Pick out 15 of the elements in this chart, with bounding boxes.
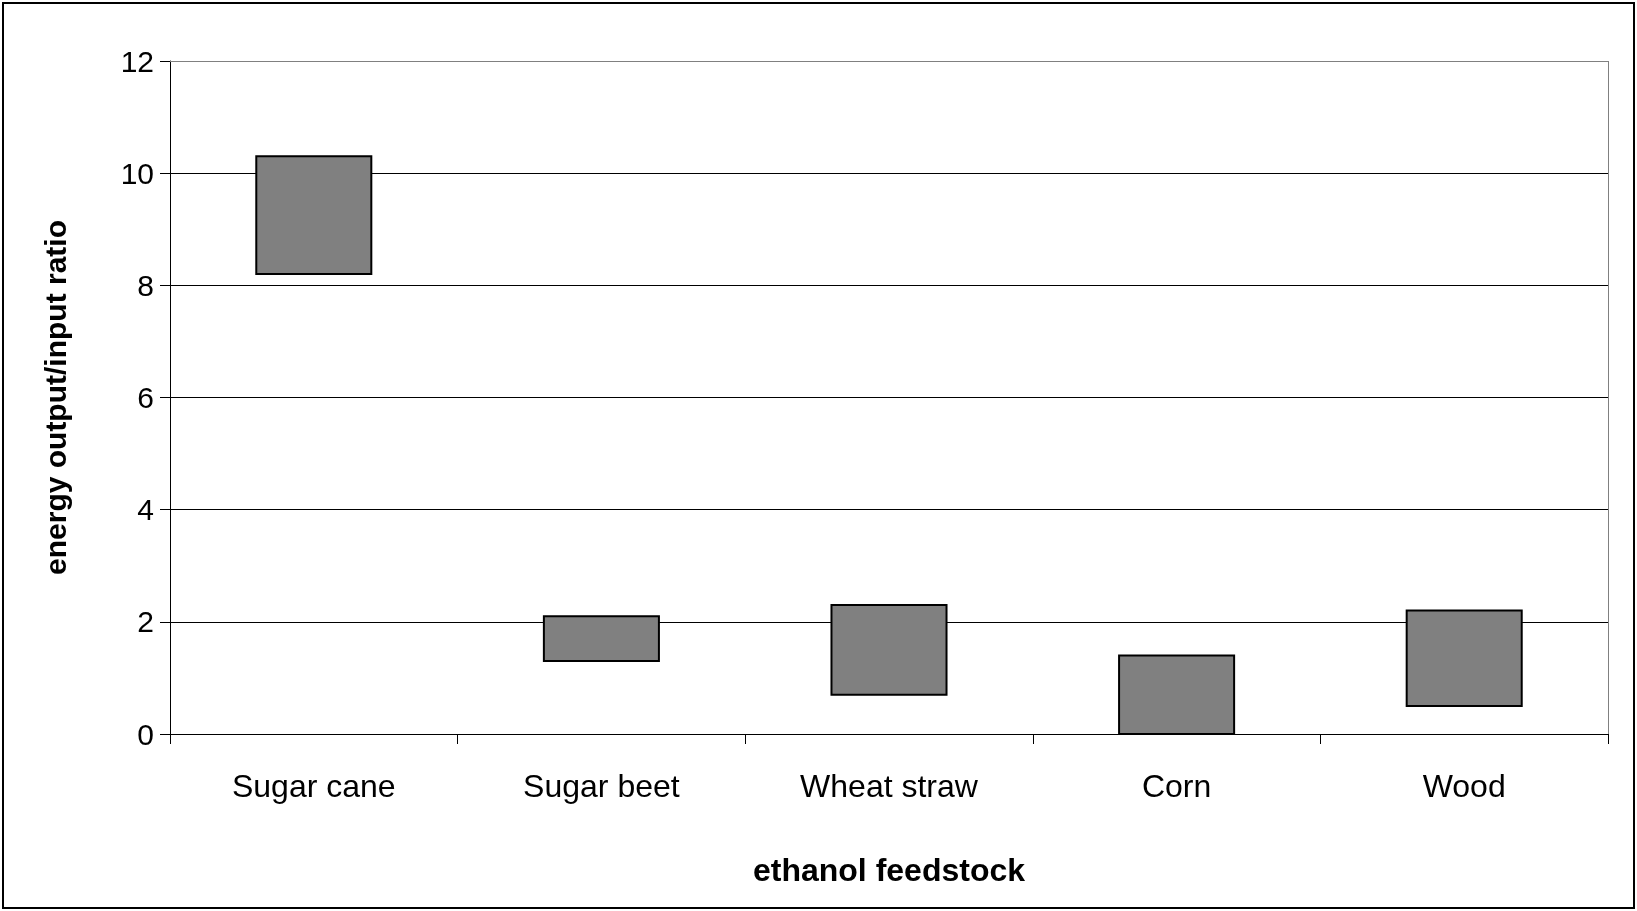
y-axis-title: energy output/input ratio [38,220,72,575]
y-tick-label: 2 [137,605,154,639]
x-axis-title: ethanol feedstock [752,852,1026,888]
bar [1118,654,1236,735]
x-tick-label: Sugar beet [523,768,680,804]
y-tick-label: 0 [137,717,154,751]
x-tick-label: Wheat straw [800,768,979,804]
x-tick-label: Sugar cane [231,768,396,804]
y-tick-label: 6 [137,381,154,414]
y-tick-label: 10 [120,156,154,190]
x-tick-label: Wood [1422,768,1506,804]
y-tick-label: 8 [137,268,154,302]
y-tick-label: 12 [120,44,154,78]
y-tick-label: 4 [137,493,154,527]
x-tick-label: Corn [1141,768,1212,804]
